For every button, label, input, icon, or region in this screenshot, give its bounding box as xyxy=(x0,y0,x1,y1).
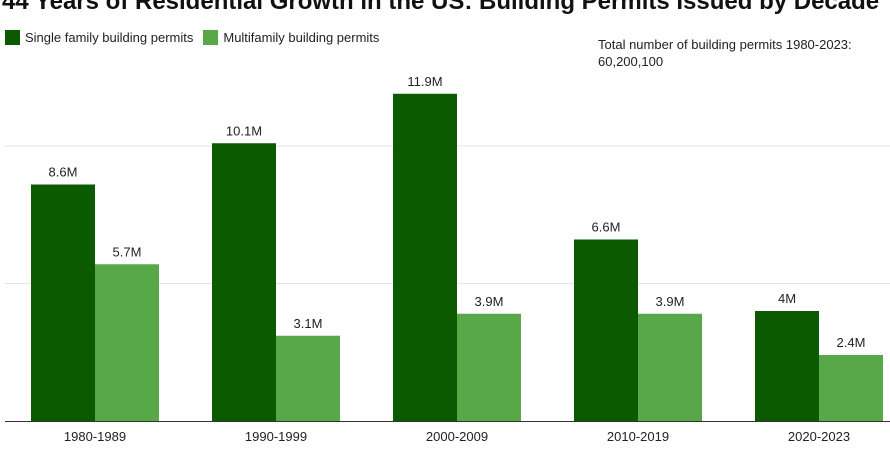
data-label: 4M xyxy=(778,291,796,306)
data-label: 3.9M xyxy=(475,294,504,309)
bar-multifamily-2000-2009 xyxy=(457,313,521,421)
bar-multifamily-1980-1989 xyxy=(95,264,159,421)
legend-swatch-single-family xyxy=(5,30,20,45)
legend-swatch-multifamily xyxy=(203,30,219,45)
legend-label-single-family: Single family building permits xyxy=(25,30,194,45)
legend-item-multifamily: Multifamily building permits xyxy=(203,30,379,45)
x-tick-label: 2000-2009 xyxy=(426,429,488,444)
data-label: 2.4M xyxy=(837,335,866,350)
data-label: 3.9M xyxy=(656,294,685,309)
bar-multifamily-2020-2023 xyxy=(819,355,883,421)
legend: Single family building permits Multifami… xyxy=(5,30,389,45)
bar-single-family-2020-2023 xyxy=(755,311,819,421)
total-permits-annotation: Total number of building permits 1980-20… xyxy=(598,37,852,69)
data-label: 5.7M xyxy=(113,244,142,259)
data-label: 11.9M xyxy=(407,74,442,89)
bar-multifamily-2010-2019 xyxy=(638,313,702,421)
bar-single-family-1980-1989 xyxy=(31,184,95,421)
bar-multifamily-1990-1999 xyxy=(276,335,340,421)
x-tick-label: 2020-2023 xyxy=(788,429,850,444)
bar-single-family-1990-1999 xyxy=(212,143,276,421)
x-tick-label: 1980-1989 xyxy=(64,429,126,444)
x-tick-label: 1990-1999 xyxy=(245,429,307,444)
chart-title: 44 Years of Residential Growth in the US… xyxy=(2,0,880,15)
legend-item-single-family: Single family building permits xyxy=(5,30,193,45)
bar-single-family-2010-2019 xyxy=(574,239,638,421)
data-label: 8.6M xyxy=(49,165,78,180)
legend-label-multifamily: Multifamily building permits xyxy=(223,30,380,45)
data-label: 3.1M xyxy=(294,316,323,331)
x-tick-label: 2010-2019 xyxy=(607,429,669,444)
data-label: 10.1M xyxy=(226,123,262,138)
bar-single-family-2000-2009 xyxy=(393,93,457,421)
data-label: 6.6M xyxy=(592,220,621,235)
